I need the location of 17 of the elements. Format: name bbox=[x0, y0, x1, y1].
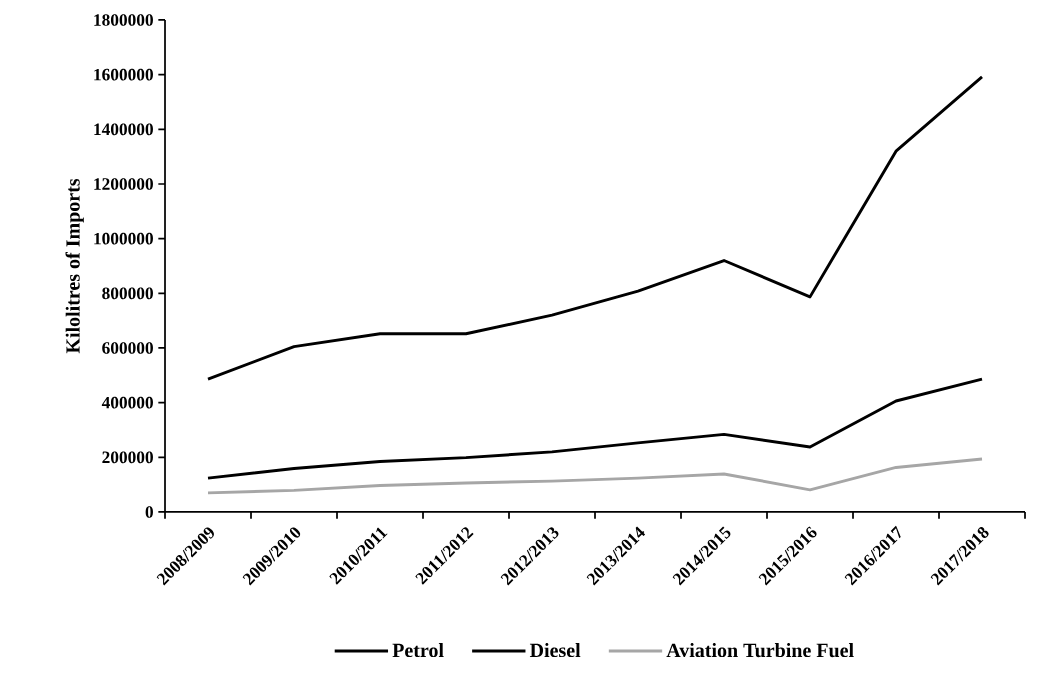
y-tick-label: 200000 bbox=[102, 451, 153, 464]
y-tick-label: 1800000 bbox=[94, 14, 153, 26]
legend-label: Petrol bbox=[392, 643, 444, 658]
y-tick-label: 1400000 bbox=[94, 123, 153, 136]
legend-label: Aviation Turbine Fuel bbox=[666, 643, 854, 658]
legend-label: Diesel bbox=[529, 643, 581, 658]
line-series bbox=[206, 75, 984, 381]
line-series bbox=[206, 457, 984, 495]
y-tick-label: 1600000 bbox=[94, 68, 153, 81]
y-tick-label: 400000 bbox=[101, 396, 153, 409]
y-axis-title: Kilolitres of Imports bbox=[65, 178, 84, 354]
y-tick-label: 600000 bbox=[102, 342, 153, 354]
y-tick-label: 1200000 bbox=[94, 178, 153, 190]
y-tick-label: 1000000 bbox=[94, 232, 153, 245]
line-series bbox=[206, 377, 984, 480]
y-tick-label: 800000 bbox=[102, 287, 153, 300]
y-tick-label: 0 bbox=[145, 506, 153, 518]
